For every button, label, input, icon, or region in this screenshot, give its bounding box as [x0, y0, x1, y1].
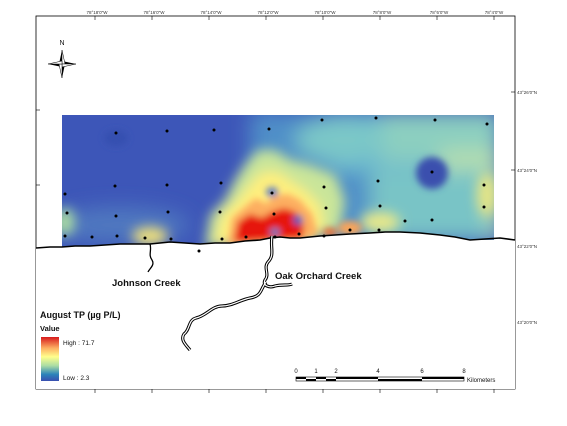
top-tick-7: 78°6'0"W	[430, 10, 449, 15]
sampling-point	[485, 122, 489, 126]
sampling-point	[90, 235, 94, 239]
tp-surface	[62, 115, 494, 247]
top-tick-6: 78°8'0"W	[373, 10, 392, 15]
top-tick-4: 78°12'0"W	[257, 10, 279, 15]
sampling-point	[143, 236, 147, 240]
scale-unit: Kilometers	[467, 378, 495, 384]
sampling-point	[322, 185, 326, 189]
sampling-point	[270, 191, 274, 195]
sampling-point	[220, 237, 224, 241]
sampling-point	[320, 118, 324, 122]
top-tick-labels: 78°18'0"W 78°16'0"W 78°14'0"W 78°12'0"W …	[86, 10, 504, 15]
johnson-creek	[147, 243, 154, 273]
sampling-point	[165, 183, 169, 187]
legend-title: August TP (µg P/L)	[40, 310, 121, 320]
top-tick-5: 78°10'0"W	[314, 10, 336, 15]
sampling-point	[482, 183, 486, 187]
scale-tick-2: 2	[334, 369, 338, 375]
sampling-point	[218, 210, 222, 214]
sampling-point	[273, 235, 277, 239]
sampling-point	[430, 170, 434, 174]
sampling-point	[212, 128, 216, 132]
scale-tick-1: 1	[314, 369, 318, 375]
north-arrow-icon	[47, 49, 77, 79]
sampling-point	[482, 205, 486, 209]
top-tick-2: 78°16'0"W	[143, 10, 165, 15]
legend-subtitle: Value	[40, 324, 60, 333]
right-tick-1: 43°26'0"N	[517, 90, 537, 95]
sampling-points	[63, 116, 489, 253]
sampling-point	[114, 131, 118, 135]
land-area	[36, 232, 515, 389]
scale-bar: 0 1 2 4 6 8 Kilometers	[294, 369, 495, 384]
sampling-point	[244, 235, 248, 239]
right-tick-3: 43°22'0"N	[517, 244, 537, 249]
sampling-point	[165, 129, 169, 133]
legend-color-ramp	[41, 337, 59, 381]
sampling-point	[166, 210, 170, 214]
sampling-point	[378, 204, 382, 208]
sampling-point	[115, 234, 119, 238]
scale-tick-4: 4	[376, 369, 380, 375]
sampling-point	[267, 127, 271, 131]
north-label: N	[59, 40, 64, 47]
sampling-point	[324, 206, 328, 210]
sampling-point	[63, 234, 67, 238]
sampling-point	[433, 118, 437, 122]
scale-tick-0: 0	[294, 369, 298, 375]
top-tick-1: 78°18'0"W	[86, 10, 108, 15]
sampling-point	[430, 218, 434, 222]
top-tick-8: 78°4'0"W	[485, 10, 504, 15]
right-tick-labels: 43°26'0"N 43°24'0"N 43°22'0"N 43°20'0"N	[517, 90, 537, 325]
top-tick-3: 78°14'0"W	[200, 10, 222, 15]
sampling-point	[219, 181, 223, 185]
sampling-point	[377, 228, 381, 232]
right-tick-2: 43°24'0"N	[517, 168, 537, 173]
right-tick-4: 43°20'0"N	[517, 320, 537, 325]
legend: August TP (µg P/L) Value High : 71.7 Low…	[40, 310, 121, 382]
johnson-creek-label: Johnson Creek	[112, 278, 181, 289]
sampling-point	[114, 214, 118, 218]
shoreline	[35, 231, 516, 249]
sampling-point	[403, 219, 407, 223]
legend-low: Low : 2.3	[63, 375, 90, 382]
sampling-point	[374, 116, 378, 120]
legend-high: High : 71.7	[63, 340, 95, 347]
sampling-point	[197, 249, 201, 253]
sampling-point	[376, 179, 380, 183]
oak-orchard-creek-label: Oak Orchard Creek	[275, 271, 362, 282]
sampling-point	[348, 228, 352, 232]
scale-tick-8: 8	[462, 369, 466, 375]
sampling-point	[113, 184, 117, 188]
oak-orchard-creek	[181, 235, 293, 352]
scale-tick-6: 6	[420, 369, 424, 375]
sampling-point	[297, 232, 301, 236]
sampling-point	[272, 212, 276, 216]
sampling-point	[65, 211, 69, 215]
sampling-point	[169, 237, 173, 241]
sampling-point	[322, 234, 326, 238]
sampling-point	[63, 192, 67, 196]
